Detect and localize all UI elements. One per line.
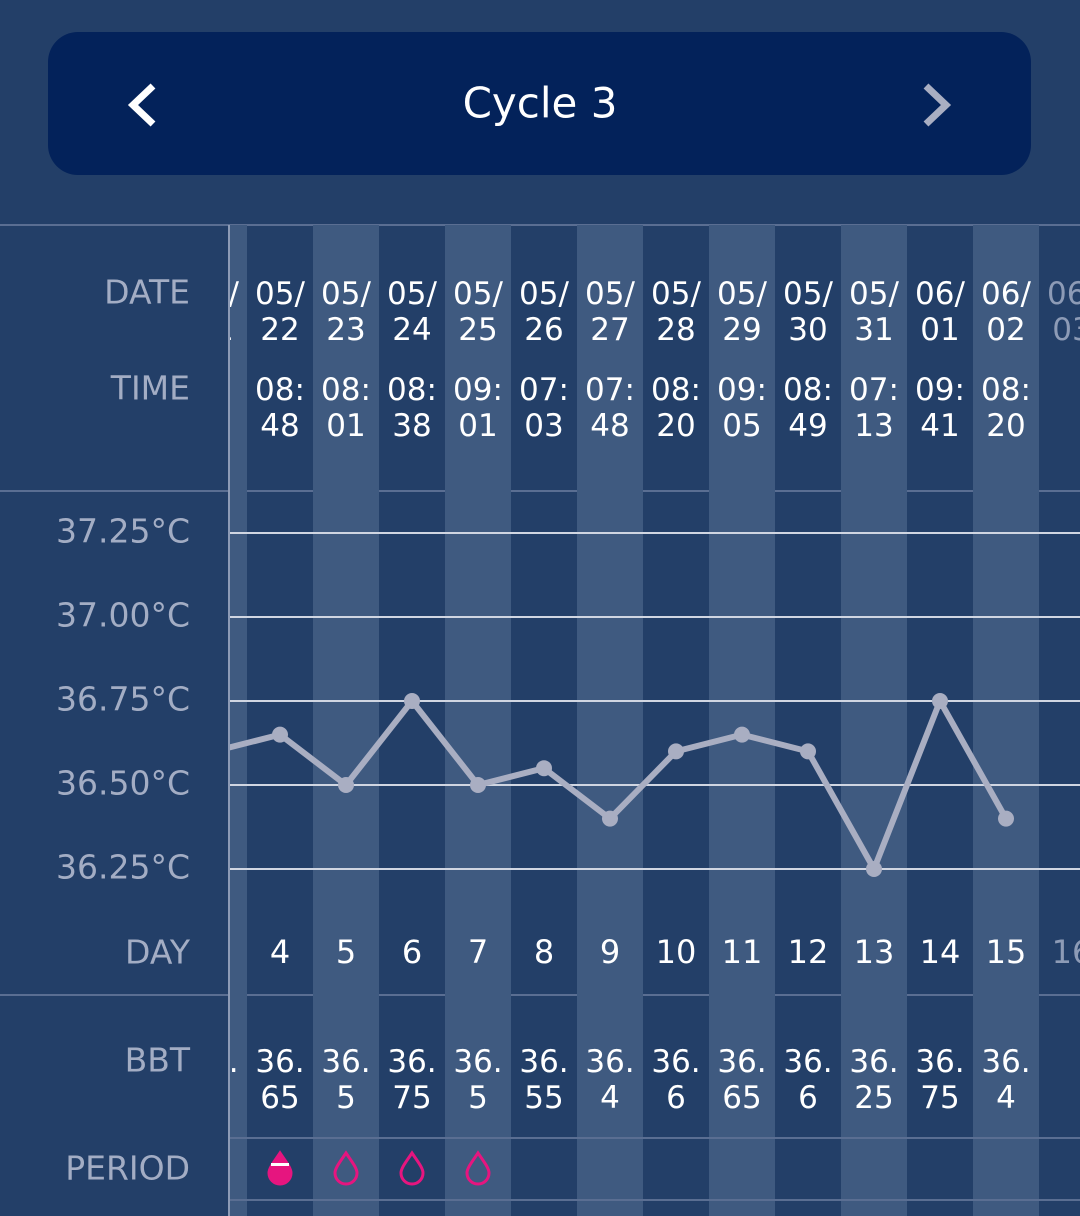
- temperature-point: [470, 777, 486, 793]
- day-number: 13: [854, 933, 895, 971]
- row-label: TIME: [110, 369, 190, 408]
- next-button[interactable]: [923, 83, 952, 127]
- prev-button[interactable]: [127, 83, 156, 127]
- bbt-value: 36.6: [651, 1044, 701, 1116]
- column-stripe: [445, 225, 511, 1216]
- date: 05/29: [717, 276, 767, 348]
- time: 07:13: [849, 372, 899, 444]
- temperature-point: [404, 693, 420, 709]
- day-number: 7: [468, 933, 488, 971]
- bbt-value: 36.55: [519, 1044, 569, 1116]
- bbt-value: 36.6: [229, 1044, 239, 1080]
- column-stripe: [709, 225, 775, 1216]
- y-tick-label: 37.00°C: [56, 596, 190, 635]
- column-stripe: [973, 225, 1039, 1216]
- time: 09:41: [915, 372, 965, 444]
- time: 09:05: [717, 372, 767, 444]
- time: 08:38: [387, 372, 437, 444]
- bbt-value: 36.6: [783, 1044, 833, 1116]
- date: 05/31: [849, 276, 899, 348]
- date: 06/03: [1047, 276, 1080, 348]
- y-tick-label: 36.50°C: [56, 764, 190, 803]
- column-stripe: [841, 225, 907, 1216]
- temperature-point: [338, 777, 354, 793]
- time: 07:48: [585, 372, 635, 444]
- day-number: 6: [402, 933, 422, 971]
- temperature-point: [536, 760, 552, 777]
- bbt-value: 36.5: [321, 1044, 371, 1116]
- temperature-point: [800, 743, 816, 760]
- date: 05/23: [321, 276, 371, 348]
- column-stripe: [577, 225, 643, 1216]
- time: 08:20: [981, 372, 1031, 444]
- period-drop: [267, 1150, 293, 1186]
- temperature-point: [866, 861, 882, 877]
- y-tick-label: 36.25°C: [56, 848, 190, 887]
- temperature-point: [272, 726, 288, 743]
- date: 05/21: [229, 276, 239, 348]
- bbt-value: 36.75: [387, 1044, 437, 1116]
- day-number: 5: [336, 933, 356, 971]
- day-number: 14: [920, 933, 961, 971]
- row-label: DATE: [104, 273, 190, 312]
- temperature-point: [668, 743, 684, 760]
- date: 05/24: [387, 276, 437, 348]
- day-number: 11: [722, 933, 763, 971]
- bbt-value: 36.25: [849, 1044, 899, 1116]
- chart-area: 345678910111213141516 05/2136.605/2208:4…: [229, 225, 1080, 1216]
- bbt-value: 36.5: [453, 1044, 503, 1116]
- chart: 345678910111213141516: [229, 225, 1080, 1216]
- time: 07:03: [519, 372, 569, 444]
- header-bar: [48, 32, 1031, 175]
- period-drop: [333, 1150, 359, 1186]
- bbt-value: 36.65: [255, 1044, 305, 1116]
- date: 05/26: [519, 276, 569, 348]
- date: 05/28: [651, 276, 701, 348]
- temperature-point: [602, 810, 618, 827]
- time: 08:49: [783, 372, 833, 444]
- row-label: BBT: [125, 1041, 191, 1080]
- temperature-point: [998, 810, 1014, 827]
- bbt-value: 36.4: [981, 1044, 1031, 1116]
- day-number: 12: [788, 933, 829, 971]
- column-stripe: [313, 225, 379, 1216]
- temperature-point: [734, 726, 750, 743]
- day-number: 9: [600, 933, 620, 971]
- day-number: 8: [534, 933, 554, 971]
- date: 05/27: [585, 276, 635, 348]
- y-tick-label: 37.25°C: [56, 512, 190, 551]
- date: 06/02: [981, 276, 1031, 348]
- day-number: 4: [270, 933, 290, 971]
- y-tick-label: 36.75°C: [56, 680, 190, 719]
- day-number: 15: [986, 933, 1027, 971]
- time: 09:01: [453, 372, 503, 444]
- time: 08:48: [255, 372, 305, 444]
- column-stripe: [229, 225, 247, 1216]
- row-label: PERIOD: [65, 1149, 190, 1188]
- day-number: 16: [1052, 933, 1080, 971]
- date: 05/22: [255, 276, 305, 348]
- row-label: DAY: [125, 933, 191, 972]
- date: 05/25: [453, 276, 503, 348]
- period-drop: [465, 1150, 491, 1186]
- time: 08:20: [651, 372, 701, 444]
- bbt-value: 36.75: [915, 1044, 965, 1116]
- day-number: 10: [656, 933, 697, 971]
- time: 08:01: [321, 372, 371, 444]
- period-drop-highlight: [271, 1163, 289, 1166]
- bbt-value: 36.4: [585, 1044, 635, 1116]
- cycle-title: Cycle 3: [463, 79, 618, 128]
- temperature-point: [932, 693, 948, 709]
- period-drop: [399, 1150, 425, 1186]
- date: 05/30: [783, 276, 833, 348]
- bbt-value: 36.65: [717, 1044, 767, 1116]
- date: 06/01: [915, 276, 965, 348]
